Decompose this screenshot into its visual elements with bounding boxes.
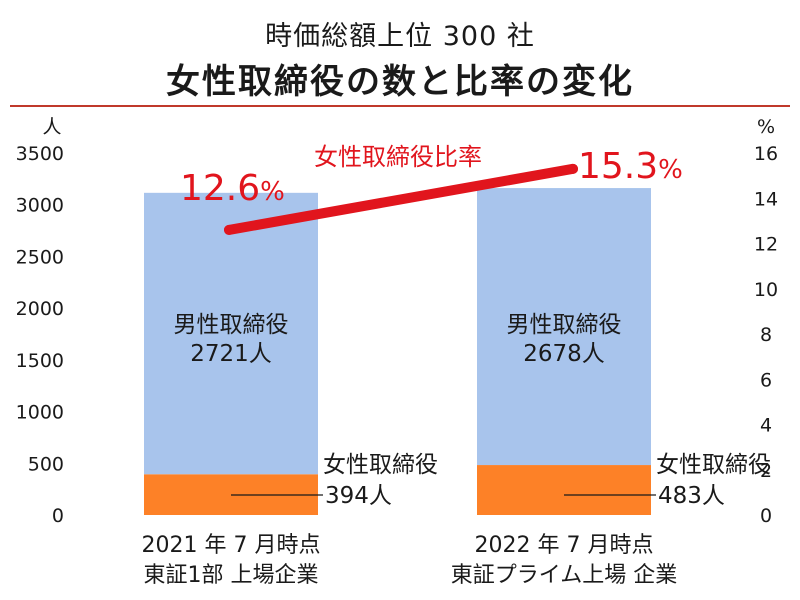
male-series-name: 男性取締役 <box>507 312 622 338</box>
rate-value-number: 12.6 <box>180 168 260 209</box>
male-value-label: 2678人 <box>523 341 605 367</box>
y-right-axis: 0 2 4 6 8 10 12 14 16 <box>754 143 778 527</box>
y-left-tick-label: 500 <box>28 453 64 475</box>
rate-value-label: 15.3% <box>578 146 683 187</box>
female-value-label: 394人 <box>325 483 392 509</box>
rate-value-unit: % <box>260 177 285 207</box>
y-right-tick-label: 12 <box>754 234 778 256</box>
y-right-tick-label: 10 <box>754 279 778 301</box>
y-right-tick-label: 14 <box>754 188 778 210</box>
y-right-tick-label: 8 <box>760 324 772 346</box>
category-label: 2022 年 7 月時点 <box>475 533 654 558</box>
y-left-tick-label: 2000 <box>16 298 64 320</box>
y-right-unit: % <box>757 116 775 138</box>
chart-title: 女性取締役の数と比率の変化 <box>166 62 634 102</box>
category-label: 東証プライム上場 企業 <box>451 563 678 588</box>
female-series-name: 女性取締役 <box>656 452 771 478</box>
y-right-tick-label: 0 <box>760 505 772 527</box>
y-right-tick-label: 6 <box>760 369 772 391</box>
female-value-label: 483人 <box>658 483 725 509</box>
category-label: 東証1部 上場企業 <box>144 563 319 588</box>
chart-header: 時価総額上位 300 社 女性取締役の数と比率の変化 <box>0 0 800 104</box>
y-left-tick-label: 3000 <box>16 195 64 217</box>
female-series-name: 女性取締役 <box>323 452 438 478</box>
y-right-tick-label: 4 <box>760 415 772 437</box>
y-left-tick-label: 0 <box>52 505 64 527</box>
y-right-tick-label: 2 <box>760 460 772 482</box>
y-right-tick-label: 16 <box>754 143 778 165</box>
rate-value-unit: % <box>658 155 683 185</box>
chart-subtitle: 時価総額上位 300 社 <box>265 21 535 52</box>
rate-point <box>568 163 578 174</box>
bar-segment-male <box>477 188 651 466</box>
y-left-tick-label: 2500 <box>16 246 64 268</box>
category-label: 2021 年 7 月時点 <box>142 533 321 558</box>
bar-segment-female <box>477 465 651 515</box>
y-left-tick-label: 1000 <box>16 402 64 424</box>
rate-point <box>224 224 234 235</box>
y-left-axis: 0 500 1000 1500 2000 2500 3000 3500 <box>16 143 64 527</box>
male-series-name: 男性取締役 <box>174 312 289 338</box>
y-left-unit: 人 <box>42 116 61 138</box>
rate-value-number: 15.3 <box>578 146 658 187</box>
rate-value-label: 12.6% <box>180 168 285 209</box>
male-value-label: 2721人 <box>190 341 272 367</box>
rate-line-segment <box>224 163 578 235</box>
rate-series-name: 女性取締役比率 <box>314 143 482 171</box>
bar-segment-male <box>144 192 318 475</box>
title-divider <box>10 105 790 107</box>
y-left-tick-label: 1500 <box>16 350 64 372</box>
y-left-tick-label: 3500 <box>16 143 64 165</box>
